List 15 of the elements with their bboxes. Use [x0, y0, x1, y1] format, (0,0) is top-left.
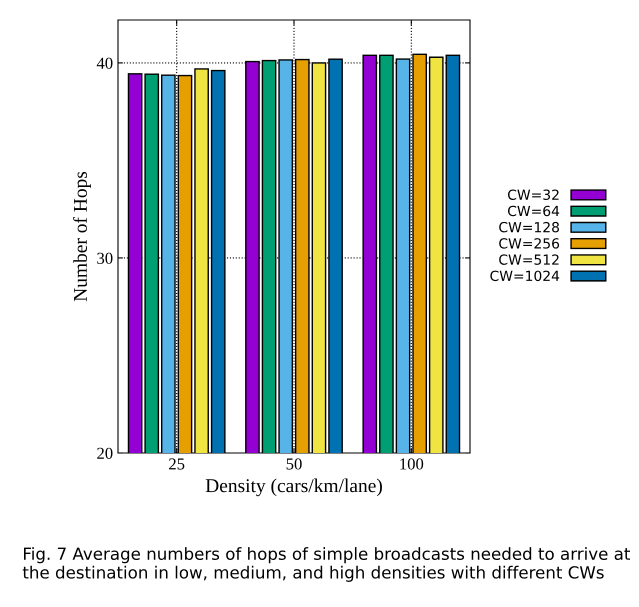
legend-label: CW=512: [499, 254, 559, 265]
legend-label: CW=64: [508, 206, 560, 216]
x-tick-label: 25: [169, 458, 184, 470]
x-axis-title: Density (cars/km/lane): [206, 478, 382, 496]
legend-label: CW=32: [508, 189, 559, 200]
y-tick-label: 20: [97, 448, 113, 459]
x-tick-label: 100: [400, 458, 424, 470]
legend-label: CW=1024: [490, 270, 560, 282]
legend-label: CW=256: [499, 238, 560, 249]
caption: Fig. 7 Average numbers of hops of simple broadcasts needed to arrive at the destination in low, medium, and high densities with different CWs: [22, 547, 630, 582]
legend-label: CW=128: [499, 222, 560, 232]
x-tick-label: 50: [286, 458, 302, 470]
y-tick-label: 40: [96, 58, 113, 69]
y-tick-label: 30: [97, 252, 113, 264]
y-axis-title: Number of Hops: [73, 172, 91, 302]
